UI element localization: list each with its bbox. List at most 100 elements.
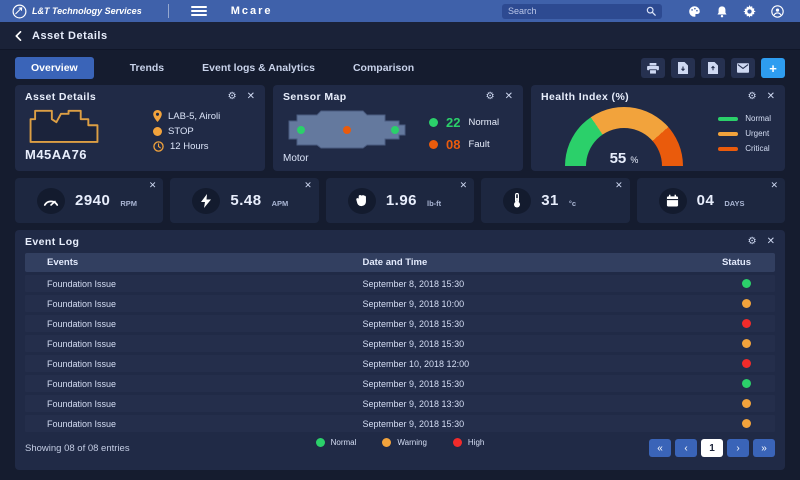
card-close-icon[interactable]: ✕ (767, 92, 775, 102)
location-pin-icon (153, 110, 162, 122)
high-dot-icon (453, 438, 462, 447)
kpi-days: ✕ 04 DAYS (637, 178, 785, 223)
app-title: Mcare (231, 5, 273, 17)
kpi-close-icon[interactable]: ✕ (149, 181, 157, 190)
prev-page-button[interactable]: ‹ (675, 439, 697, 457)
kpi-close-icon[interactable]: ✕ (304, 181, 312, 190)
table-row: Foundation Issue September 9, 2018 15:30 (25, 375, 775, 392)
top-navbar: L&T Technology Services Mcare (0, 0, 800, 22)
asset-runtime: 12 Hours (153, 141, 220, 152)
warning-dot-icon (382, 438, 391, 447)
app-root: L&T Technology Services Mcare (0, 0, 800, 470)
table-row: Foundation Issue September 8, 2018 15:30 (25, 275, 775, 292)
table-footer: Showing 08 of 08 entries Normal Warning … (25, 432, 775, 470)
kpi-close-icon[interactable]: ✕ (770, 181, 778, 190)
table-row: Foundation Issue September 9, 2018 13:30 (25, 395, 775, 412)
pagination: « ‹ 1 › » (649, 439, 775, 457)
legend-warning: Warning (382, 438, 427, 447)
export-pdf-button[interactable] (671, 58, 695, 78)
kpi-value: 2940 (75, 192, 110, 209)
breadcrumb-bar: Asset Details (0, 22, 800, 50)
search-icon[interactable] (646, 6, 656, 16)
table-header: Events Date and Time Status (25, 253, 775, 272)
brand-name: L&T Technology Services (32, 6, 142, 16)
tab-event-logs-analytics[interactable]: Event logs & Analytics (200, 57, 317, 79)
user-profile-icon[interactable] (771, 5, 784, 18)
email-button[interactable] (731, 58, 755, 78)
tab-trends[interactable]: Trends (128, 57, 166, 79)
kpi-close-icon[interactable]: ✕ (460, 181, 468, 190)
search-box[interactable] (502, 4, 662, 19)
table-body: Foundation Issue September 8, 2018 15:30… (25, 275, 775, 432)
normal-swatch-icon (718, 117, 738, 121)
tabs: Overview Trends Event logs & Analytics C… (15, 57, 416, 79)
status-dot (742, 399, 751, 408)
card-close-icon[interactable]: ✕ (767, 237, 775, 247)
machine-label: Motor (283, 153, 407, 164)
asset-details-card: Asset Details ⚙ ✕ M45AA76 (15, 85, 265, 171)
card-settings-icon[interactable]: ⚙ (748, 237, 757, 247)
normal-sensors-stat: 22 Normal (429, 115, 499, 130)
first-page-button[interactable]: « (649, 439, 671, 457)
export-doc-button[interactable] (701, 58, 725, 78)
card-close-icon[interactable]: ✕ (505, 92, 513, 102)
motor-diagram (287, 107, 407, 151)
speedometer-icon (37, 188, 65, 214)
tab-comparison[interactable]: Comparison (351, 57, 416, 79)
card-close-icon[interactable]: ✕ (247, 92, 255, 102)
sensor-point-normal[interactable] (391, 126, 399, 134)
fault-dot-icon (429, 140, 438, 149)
table-row: Foundation Issue September 9, 2018 10:00 (25, 295, 775, 312)
status-dot (742, 339, 751, 348)
health-card-title: Health Index (%) (541, 91, 629, 103)
table-row: Foundation Issue September 9, 2018 15:30 (25, 415, 775, 432)
machine-outline-icon (25, 107, 103, 145)
menu-icon[interactable] (191, 6, 207, 16)
card-settings-icon[interactable]: ⚙ (748, 92, 757, 102)
print-button[interactable] (641, 58, 665, 78)
card-settings-icon[interactable]: ⚙ (228, 92, 237, 102)
legend-item-critical: Critical (718, 144, 771, 153)
thermometer-icon (503, 188, 531, 214)
column-date-time: Date and Time (363, 257, 706, 268)
asset-location: LAB-5, Airoli (153, 110, 220, 122)
status-dot (742, 359, 751, 368)
calendar-icon (659, 188, 687, 214)
last-page-button[interactable]: » (753, 439, 775, 457)
tab-overview[interactable]: Overview (15, 57, 94, 79)
health-gauge-value: 55 % (565, 150, 683, 167)
notifications-bell-icon[interactable] (716, 5, 728, 18)
asset-status: STOP (153, 126, 220, 137)
kpi-value: 1.96 (386, 192, 417, 209)
lnt-logo-icon (12, 4, 27, 19)
kpi-unit: °c (569, 199, 576, 208)
status-dot (742, 299, 751, 308)
theme-palette-icon[interactable] (688, 5, 701, 18)
kpi-rpm: ✕ 2940 RPM (15, 178, 163, 223)
back-chevron-icon[interactable] (14, 31, 22, 41)
kpi-value: 5.48 (230, 192, 261, 209)
sensor-card-title: Sensor Map (283, 91, 347, 103)
cards-row: Asset Details ⚙ ✕ M45AA76 (15, 85, 785, 171)
health-gauge: 55 % (565, 107, 683, 167)
toolbar: Overview Trends Event logs & Analytics C… (0, 50, 800, 83)
kpi-torque: ✕ 1.96 lb-ft (326, 178, 474, 223)
kpi-unit: lb-ft (427, 199, 441, 208)
normal-dot-icon (316, 438, 325, 447)
sensor-point-normal[interactable] (297, 126, 305, 134)
kpi-row: ✕ 2940 RPM ✕ 5.48 APM ✕ 1.96 (15, 178, 785, 223)
legend-item-normal: Normal (718, 114, 771, 123)
sensor-point-fault[interactable] (343, 126, 351, 134)
next-page-button[interactable]: › (727, 439, 749, 457)
current-page-button[interactable]: 1 (701, 439, 723, 457)
kpi-unit: DAYS (724, 199, 744, 208)
settings-gear-icon[interactable] (743, 5, 756, 18)
card-settings-icon[interactable]: ⚙ (486, 92, 495, 102)
legend-high: High (453, 438, 484, 447)
kpi-close-icon[interactable]: ✕ (615, 181, 623, 190)
kpi-unit: RPM (120, 199, 137, 208)
table-row: Foundation Issue September 9, 2018 15:30 (25, 335, 775, 352)
search-input[interactable] (508, 6, 646, 16)
add-button[interactable]: + (761, 58, 785, 78)
kpi-value: 04 (697, 192, 715, 209)
